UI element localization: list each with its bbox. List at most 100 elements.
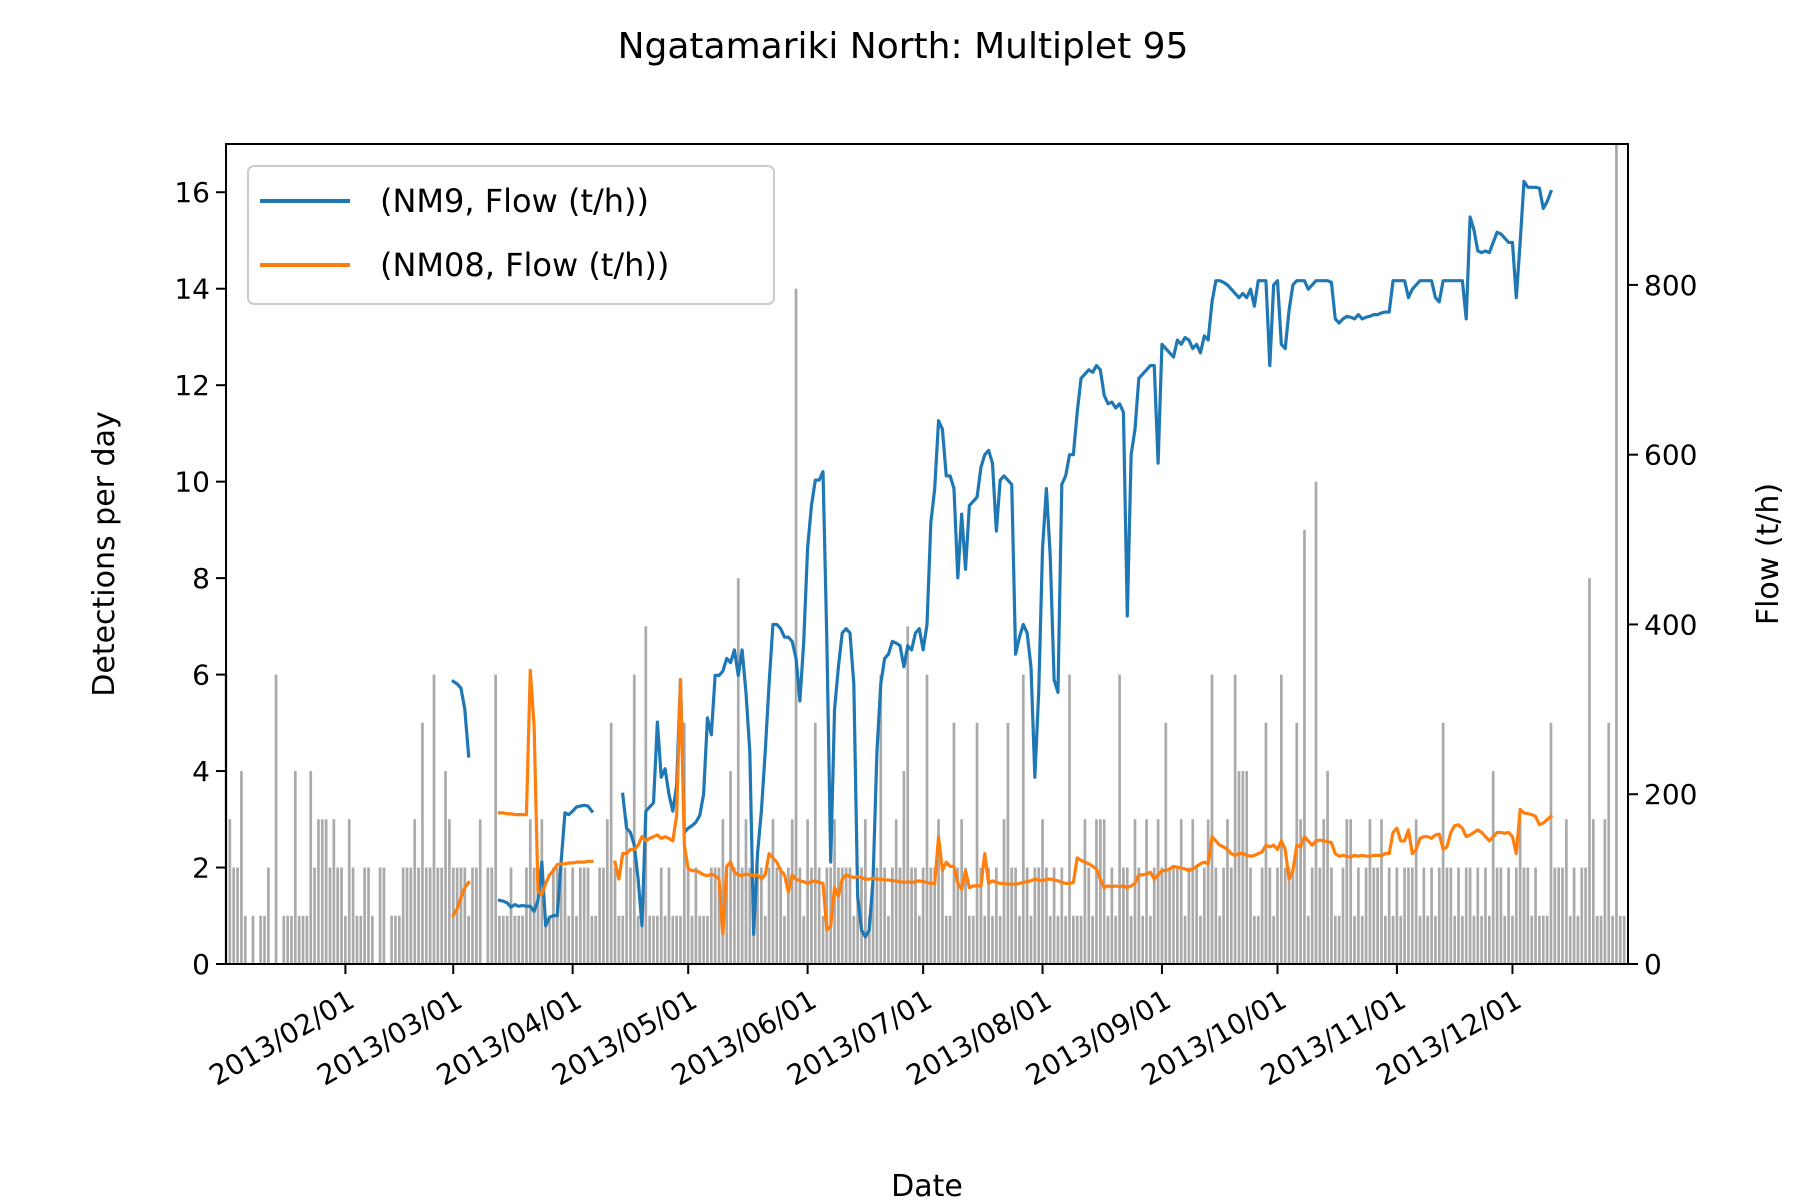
- bar: [1526, 867, 1530, 964]
- bar: [1102, 819, 1106, 964]
- bar: [1330, 867, 1333, 964]
- y-tick-label-left: 4: [192, 755, 210, 788]
- bar: [486, 867, 490, 964]
- bar: [324, 819, 328, 964]
- bar: [894, 819, 898, 964]
- bar: [355, 915, 359, 964]
- bar: [236, 867, 239, 964]
- bar: [586, 867, 590, 964]
- bar: [1210, 674, 1214, 964]
- bar: [251, 915, 255, 964]
- bar: [559, 867, 563, 964]
- bar: [1303, 529, 1306, 964]
- bar: [1245, 771, 1249, 964]
- bar: [1110, 867, 1114, 964]
- y-tick-label-right: 0: [1644, 948, 1662, 981]
- bar: [740, 867, 744, 964]
- bar: [1114, 915, 1118, 964]
- y-axis-left-title: Detections per day: [87, 411, 122, 696]
- bar: [1145, 819, 1148, 964]
- bar: [1349, 819, 1353, 964]
- bar: [1002, 819, 1006, 964]
- bar: [475, 867, 478, 964]
- bar: [871, 867, 875, 964]
- y-tick-label-left: 12: [174, 369, 210, 402]
- bar: [1407, 867, 1410, 964]
- bar: [1472, 915, 1476, 964]
- bar: [1380, 819, 1383, 964]
- bar: [625, 819, 628, 964]
- bar: [1010, 867, 1014, 964]
- bar: [729, 771, 732, 964]
- bar: [394, 915, 397, 964]
- y-tick-label-right: 400: [1644, 608, 1697, 641]
- bar: [609, 722, 613, 964]
- bar: [694, 867, 698, 964]
- bar: [521, 915, 524, 964]
- bar: [1541, 915, 1545, 964]
- x-axis: 2013/02/012013/03/012013/04/012013/05/01…: [204, 964, 1527, 1092]
- bar: [1176, 867, 1179, 964]
- bar: [1125, 867, 1129, 964]
- bar: [744, 819, 748, 964]
- series-line-nm08: [451, 880, 471, 918]
- bar: [960, 819, 964, 964]
- bar: [1399, 915, 1403, 964]
- bar: [1445, 867, 1449, 964]
- bar: [401, 867, 405, 964]
- bar: [1045, 867, 1048, 964]
- bar: [1391, 915, 1395, 964]
- bar: [1295, 722, 1299, 964]
- bar: [1518, 819, 1522, 964]
- bar: [1260, 867, 1264, 964]
- y-tick-label-left: 6: [192, 659, 210, 692]
- bar: [548, 915, 551, 964]
- bar: [436, 867, 440, 964]
- bar: [1576, 915, 1580, 964]
- bar: [813, 722, 817, 964]
- bar: [856, 867, 860, 964]
- bar: [948, 915, 952, 964]
- bar: [1588, 578, 1591, 964]
- legend-box: [247, 165, 775, 305]
- bar: [852, 915, 856, 964]
- bar: [906, 626, 910, 964]
- bar: [1106, 915, 1110, 964]
- bar: [702, 915, 705, 964]
- bar: [1149, 915, 1152, 964]
- bar: [1384, 915, 1387, 964]
- bar: [1464, 867, 1468, 964]
- bar: [1299, 819, 1302, 964]
- bar: [1357, 867, 1360, 964]
- bar: [498, 915, 501, 964]
- bar: [690, 915, 694, 964]
- bar: [721, 819, 725, 964]
- bar: [440, 867, 444, 964]
- bar: [675, 915, 678, 964]
- y-tick-label-right: 800: [1644, 269, 1697, 302]
- bar: [1511, 915, 1514, 964]
- bar: [428, 867, 432, 964]
- legend: (NM9, Flow (t/h)) (NM08, Flow (t/h)): [247, 165, 775, 305]
- bar: [717, 867, 721, 964]
- bar: [1310, 867, 1314, 964]
- bar: [1202, 867, 1206, 964]
- bar: [544, 915, 548, 964]
- bar: [290, 915, 293, 964]
- bar: [1156, 819, 1160, 964]
- bar: [505, 915, 509, 964]
- bar: [1603, 819, 1607, 964]
- bar: [1437, 867, 1441, 964]
- bar: [378, 867, 382, 964]
- bar: [1461, 915, 1464, 964]
- bar: [1422, 867, 1426, 964]
- bar: [786, 867, 790, 964]
- bar: [421, 722, 424, 964]
- y-tick-label-right: 600: [1644, 439, 1697, 472]
- bar: [340, 867, 343, 964]
- bar: [1318, 867, 1322, 964]
- bar: [644, 626, 648, 964]
- bar: [917, 915, 921, 964]
- bar: [879, 674, 883, 964]
- bar: [371, 915, 374, 964]
